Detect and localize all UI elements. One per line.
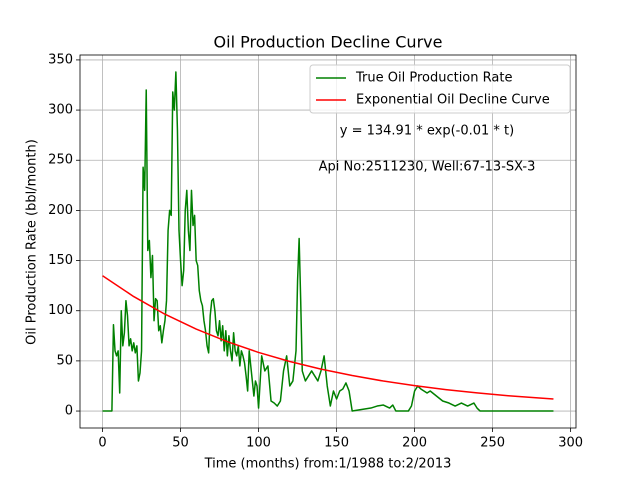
y-tick-label: 350 (48, 52, 73, 67)
x-tick-label: 200 (402, 436, 427, 451)
x-tick-label: 150 (324, 436, 349, 451)
y-tick-label: 50 (56, 353, 73, 368)
y-tick-label: 300 (48, 103, 73, 118)
x-tick-label: 250 (480, 436, 505, 451)
y-tick-label: 0 (65, 404, 73, 419)
axes-frame (79, 54, 577, 429)
y-tick-label: 100 (48, 303, 73, 318)
x-axis-label: Time (months) from:1/1988 to:2/2013 (204, 457, 452, 472)
y-axis-label: Oil Production Rate (bbl/month) (25, 139, 40, 345)
legend-label: Exponential Oil Decline Curve (356, 93, 550, 108)
annotation: y = 134.91 * exp(-0.01 * t) (340, 124, 514, 139)
x-tick-label: 300 (558, 436, 583, 451)
x-tick-label: 100 (246, 436, 271, 451)
y-tick-label: 200 (48, 203, 73, 218)
x-tick-label: 50 (172, 436, 189, 451)
series-line (102, 71, 554, 412)
x-tick-label: 0 (98, 436, 106, 451)
series-line (102, 275, 554, 400)
y-tick-label: 150 (48, 253, 73, 268)
annotation: Api No:2511230, Well:67-13-SX-3 (319, 160, 536, 175)
y-tick-label: 250 (48, 153, 73, 168)
legend-box (309, 64, 571, 114)
chart-title: Oil Production Decline Curve (214, 33, 443, 52)
legend-label: True Oil Production Rate (355, 71, 512, 86)
